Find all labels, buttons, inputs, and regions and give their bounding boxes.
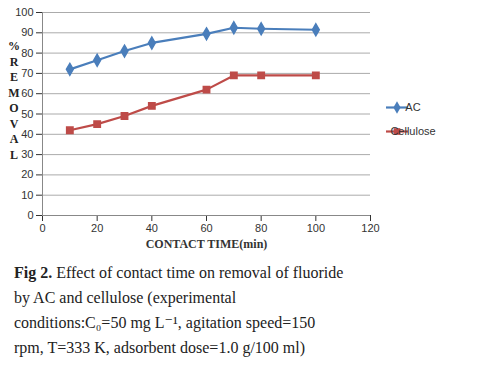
svg-text:O: O [9,101,18,115]
svg-text:90: 90 [21,26,33,38]
svg-text:A: A [10,132,19,146]
svg-text:60: 60 [21,87,33,99]
svg-text:50: 50 [21,108,33,120]
svg-text:Cellulose: Cellulose [390,125,435,137]
svg-text:0: 0 [39,222,45,234]
svg-text:CONTACT TIME(min): CONTACT TIME(min) [146,237,268,251]
svg-text:30: 30 [21,148,33,160]
svg-text:100: 100 [307,222,325,234]
svg-text:40: 40 [146,222,158,234]
html-text:Fig 2. Effect of contact time: Fig 2. Effect of contact time on removal… [14,264,344,356]
svg-text:V: V [10,117,19,131]
svg-text:40: 40 [21,128,33,140]
svg-text:80: 80 [21,47,33,59]
svg-text:120: 120 [361,222,379,234]
svg-text:L: L [10,148,18,162]
svg-text:100: 100 [15,6,33,18]
svg-text:%: % [8,39,20,53]
svg-text:M: M [8,86,19,100]
svg-text:20: 20 [91,222,103,234]
svg-text:10: 10 [21,189,33,201]
svg-text:80: 80 [255,222,267,234]
svg-text:AC: AC [405,101,420,113]
svg-text:60: 60 [200,222,212,234]
svg-text:E: E [10,70,18,84]
svg-text:R: R [10,55,19,69]
svg-text:70: 70 [21,67,33,79]
svg-text:0: 0 [27,209,33,221]
svg-text:20: 20 [21,168,33,180]
